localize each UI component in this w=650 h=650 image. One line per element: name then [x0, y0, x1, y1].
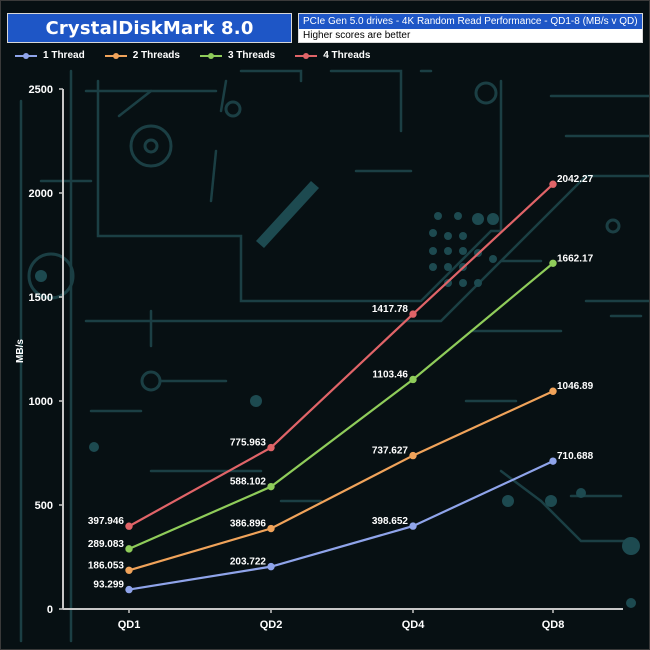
data-label: 289.083	[88, 539, 125, 550]
y-tick-label: 2500	[29, 84, 53, 96]
legend-label: 4 Threads	[323, 50, 371, 61]
data-label: 386.896	[230, 519, 267, 530]
legend-item-1-thread: 1 Thread	[15, 50, 85, 61]
legend-label: 3 Threads	[227, 50, 276, 61]
data-label: 1103.46	[372, 369, 408, 380]
y-tick-label: 2000	[29, 188, 53, 200]
data-label: 2042.27	[557, 174, 594, 185]
series-line-1	[128, 460, 554, 591]
x-tick-label: QD8	[542, 619, 565, 631]
chart-title: CrystalDiskMark 8.0	[45, 17, 254, 39]
data-label: 203.722	[230, 557, 267, 568]
chart-subtitle-box: PCIe Gen 5.0 drives - 4K Random Read Per…	[298, 13, 643, 43]
data-point	[125, 545, 133, 553]
legend-swatch-icon	[15, 51, 37, 61]
data-point	[409, 310, 417, 318]
data-point	[267, 524, 275, 533]
data-point	[549, 457, 557, 465]
data-point	[125, 585, 133, 594]
chart-note: Higher scores are better	[299, 29, 642, 42]
y-tick-label: 1500	[29, 292, 53, 304]
legend-swatch-icon	[295, 51, 318, 61]
data-label: 1046.89	[557, 381, 594, 392]
data-point	[125, 566, 133, 575]
data-label: 1662.17	[557, 253, 594, 264]
data-label: 737.627	[372, 446, 409, 457]
legend: 1 Thread 2 Threads 3 Threads 4 Threads	[15, 50, 370, 61]
y-axis-label: MB/s	[15, 339, 26, 363]
data-point	[549, 387, 557, 395]
data-label: 775.963	[230, 438, 267, 449]
data-label: 397.946	[88, 516, 125, 527]
data-label: 93.299	[93, 580, 124, 591]
series-line-4	[128, 183, 554, 528]
y-tick-label: 1000	[29, 396, 53, 408]
chart-subtitle: PCIe Gen 5.0 drives - 4K Random Read Per…	[299, 14, 642, 29]
legend-item-2-threads: 2 Threads	[104, 50, 180, 61]
legend-label: 2 Threads	[132, 50, 180, 61]
data-point	[267, 443, 275, 452]
legend-label: 1 Thread	[43, 50, 85, 61]
legend-item-3-threads: 3 Threads	[199, 50, 276, 61]
series-line-2	[128, 390, 554, 572]
y-tick-label: 500	[35, 500, 53, 512]
x-tick-label: QD4	[402, 619, 426, 631]
data-label: 710.688	[557, 451, 594, 462]
x-tick-label: QD2	[260, 619, 283, 631]
y-tick-label: 0	[47, 604, 53, 616]
data-label: 186.053	[88, 560, 125, 571]
data-point	[125, 522, 133, 530]
series-line-3	[128, 262, 554, 550]
data-point	[409, 451, 417, 460]
data-point	[549, 180, 557, 188]
legend-swatch-icon	[199, 51, 222, 61]
data-label: 588.102	[230, 477, 267, 488]
legend-item-4-threads: 4 Threads	[295, 50, 370, 61]
data-point	[409, 522, 417, 530]
data-point	[409, 375, 417, 384]
data-point	[267, 482, 275, 491]
data-point	[549, 259, 557, 267]
data-label: 1417.78	[372, 304, 409, 315]
chart-title-box: CrystalDiskMark 8.0	[7, 13, 292, 43]
legend-swatch-icon	[104, 51, 127, 61]
x-tick-label: QD1	[118, 619, 141, 631]
data-point	[267, 562, 275, 571]
data-label: 398.652	[372, 516, 409, 527]
